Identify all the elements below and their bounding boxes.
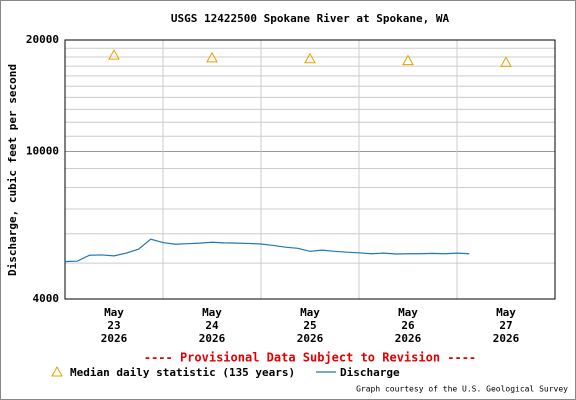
credit: Graph courtesy of the U.S. Geological Su…	[356, 385, 568, 394]
x-tick-label: 2026	[297, 332, 324, 345]
y-axis-label: Discharge, cubic feet per second	[6, 64, 19, 276]
x-tick-label: 23	[107, 319, 120, 332]
x-tick-label: 2026	[493, 332, 520, 345]
y-tick-label: 20000	[26, 33, 59, 46]
x-tick-label: 2026	[101, 332, 128, 345]
x-tick-label: May	[104, 306, 124, 319]
x-tick-label: 27	[499, 319, 512, 332]
x-tick-label: 2026	[395, 332, 422, 345]
median-marker	[206, 51, 218, 63]
legend-label: Median daily statistic (135 years)	[70, 366, 295, 379]
x-tick-label: 25	[303, 319, 316, 332]
y-tick-label: 10000	[26, 145, 59, 158]
x-tick-label: May	[300, 306, 320, 319]
plot-border	[64, 39, 556, 300]
x-tick-label: 2026	[199, 332, 226, 345]
x-tick-label: 26	[401, 319, 415, 332]
y-tick-label: 4000	[33, 292, 60, 305]
x-tick-label: May	[496, 306, 516, 319]
x-tick-label: 24	[205, 319, 219, 332]
notice: ---- Provisional Data Subject to Revisio…	[144, 351, 476, 365]
median-marker	[500, 56, 512, 67]
median-marker	[402, 54, 414, 66]
discharge-line	[64, 238, 470, 263]
legend-label: Discharge	[340, 366, 400, 379]
x-tick-label: May	[398, 306, 418, 319]
chart-title: USGS 12422500 Spokane River at Spokane, …	[171, 12, 450, 25]
median-marker	[304, 52, 316, 64]
legend-marker	[51, 365, 63, 377]
median-marker	[108, 49, 120, 60]
plot-area	[65, 40, 555, 299]
x-tick-label: May	[202, 306, 222, 319]
